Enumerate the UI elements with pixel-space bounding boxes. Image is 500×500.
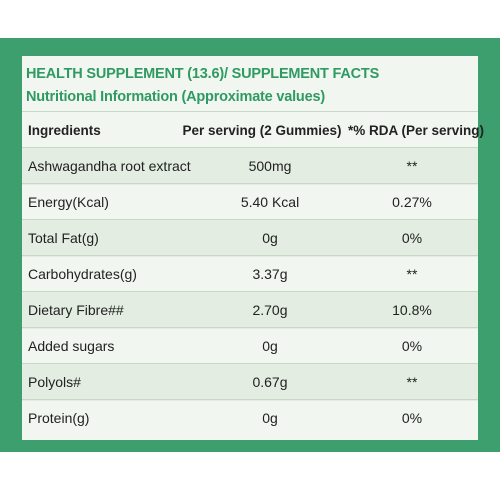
- ingredient-name: Protein(g): [28, 410, 90, 426]
- rda-value: 0.27%: [392, 194, 432, 210]
- ingredient-name: Total Fat(g): [28, 230, 99, 246]
- header-rda: *% RDA (Per serving): [347, 123, 485, 138]
- per-serving-value: 2.70g: [252, 302, 288, 318]
- table-header-row: Ingredients Per serving (2 Gummies) *% R…: [22, 111, 484, 149]
- per-serving-value: 5.40 Kcal: [240, 194, 300, 210]
- ingredient-name: Carbohydrates(g): [28, 266, 137, 282]
- ingredient-name: Added sugars: [28, 338, 115, 354]
- nutrition-info-subtitle: Nutritional Information (Approximate val…: [26, 89, 325, 105]
- table-row: Total Fat(g) 0g 0%: [22, 219, 478, 257]
- table-row: Dietary Fibre## 2.70g 10.8%: [22, 291, 478, 329]
- rda-value: **: [406, 158, 418, 174]
- header-ingredients: Ingredients: [28, 123, 101, 138]
- table-row: Protein(g) 0g 0%: [22, 399, 478, 437]
- per-serving-value: 0.67g: [252, 374, 288, 390]
- rda-value: 0%: [401, 410, 423, 426]
- ingredient-name: Dietary Fibre##: [28, 302, 124, 318]
- rda-value: 0%: [401, 338, 423, 354]
- table-row: Energy(Kcal) 5.40 Kcal 0.27%: [22, 183, 478, 221]
- ingredient-name: Ashwagandha root extract: [28, 158, 191, 174]
- table-row: Carbohydrates(g) 3.37g **: [22, 255, 478, 293]
- per-serving-value: 3.37g: [252, 266, 288, 282]
- table-row: Added sugars 0g 0%: [22, 327, 478, 365]
- ingredient-name: Polyols#: [28, 374, 81, 390]
- per-serving-value: 0g: [262, 410, 278, 426]
- ingredient-name: Energy(Kcal): [28, 194, 109, 210]
- table-row: Polyols# 0.67g **: [22, 363, 478, 401]
- per-serving-value: 0g: [262, 338, 278, 354]
- rda-value: 10.8%: [392, 302, 432, 318]
- per-serving-value: 500mg: [248, 158, 292, 174]
- rda-value: 0%: [401, 230, 423, 246]
- supplement-facts-title: HEALTH SUPPLEMENT (13.6)/ SUPPLEMENT FAC…: [26, 66, 380, 82]
- rda-value: **: [406, 266, 418, 282]
- rda-value: **: [406, 374, 418, 390]
- table-row: Ashwagandha root extract 500mg **: [22, 147, 478, 185]
- header-per-serving: Per serving (2 Gummies): [182, 123, 342, 138]
- per-serving-value: 0g: [262, 230, 278, 246]
